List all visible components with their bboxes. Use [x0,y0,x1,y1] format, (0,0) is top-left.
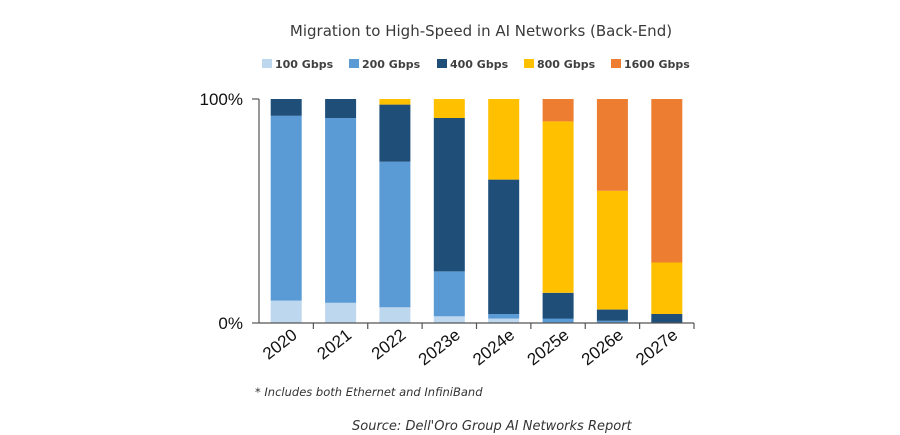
bar-stack-2024e [488,99,520,323]
legend-label-100-gbps: 100 Gbps [275,58,334,71]
x-tick-label-2027e: 2027e [632,325,681,369]
bar-2020-100-gbps [270,300,302,323]
bar-2021-200-gbps [325,118,357,303]
legend-item-400-gbps: 400 Gbps [437,58,509,71]
bar-2027e-1600-gbps [651,99,683,263]
x-tick-label-2026e: 2026e [578,325,627,369]
bar-stack-2027e [651,99,683,323]
bar-2021-100-gbps [325,302,357,323]
bar-2026e-400-gbps [596,309,628,321]
bar-2023e-400-gbps [433,118,465,272]
bar-2021-400-gbps [325,99,357,118]
bar-2024e-200-gbps [488,314,520,319]
legend-swatch-1600-gbps [611,59,621,68]
legend-swatch-100-gbps [262,59,272,68]
bars [270,99,683,323]
x-tick-label-2021: 2021 [314,325,356,363]
bar-2020-200-gbps [270,115,302,301]
bar-2024e-100-gbps [488,318,520,323]
bar-2026e-1600-gbps [596,99,628,191]
legend-label-200-gbps: 200 Gbps [362,58,421,71]
y-tick-label-100: 100% [200,90,243,109]
bar-2026e-200-gbps [596,320,628,323]
legend-item-200-gbps: 200 Gbps [349,58,421,71]
legend-label-400-gbps: 400 Gbps [450,58,509,71]
bar-2023e-100-gbps [433,316,465,323]
bar-2023e-200-gbps [433,271,465,317]
legend-label-800-gbps: 800 Gbps [537,58,596,71]
bar-stack-2020 [270,99,302,323]
x-tick-label-2025e: 2025e [524,325,573,369]
legend-item-1600-gbps: 1600 Gbps [611,58,690,71]
bar-stack-2026e [596,99,628,323]
legend-item-800-gbps: 800 Gbps [524,58,596,71]
legend: 100 Gbps 200 Gbps 400 Gbps 800 Gbps 1600 Gbp… [262,58,690,71]
bar-2022-400-gbps [379,104,411,162]
bar-2027e-400-gbps [651,314,683,323]
bar-stack-2022 [379,99,411,323]
bar-2025e-1600-gbps [542,99,574,122]
bar-2025e-800-gbps [542,121,574,293]
bar-2022-800-gbps [379,99,411,105]
chart-title: Migration to High-Speed in AI Networks (… [290,22,672,40]
x-tick-label-2024e: 2024e [469,325,518,369]
footnote: * Includes both Ethernet and InfiniBand [255,385,483,399]
x-tick-label-2020: 2020 [259,325,301,363]
bar-2024e-800-gbps [488,99,520,180]
y-tick-label-0: 0% [218,314,243,333]
legend-item-100-gbps: 100 Gbps [262,58,334,71]
bar-2027e-800-gbps [651,262,683,314]
bar-2023e-800-gbps [433,99,465,118]
bar-2022-200-gbps [379,161,411,308]
source-note: Source: Dell'Oro Group AI Networks Repor… [352,419,633,434]
bar-2020-400-gbps [270,99,302,116]
x-ticks: 2020 2021 2022 2023e 2024e 2025e 2026e 2027e [259,323,695,369]
x-tick-label-2022: 2022 [368,325,410,363]
legend-label-1600-gbps: 1600 Gbps [624,58,690,71]
legend-swatch-200-gbps [349,59,359,68]
bar-2026e-800-gbps [596,190,628,310]
bar-2024e-400-gbps [488,179,520,314]
x-tick-label-2023e: 2023e [415,325,464,369]
bar-2022-100-gbps [379,307,411,323]
bar-stack-2025e [542,99,574,323]
legend-swatch-800-gbps [524,59,534,68]
bar-2025e-200-gbps [542,318,574,323]
bar-stack-2023e [433,99,465,323]
bar-stack-2021 [325,99,357,323]
bar-2025e-400-gbps [542,292,574,319]
legend-swatch-400-gbps [437,59,447,68]
